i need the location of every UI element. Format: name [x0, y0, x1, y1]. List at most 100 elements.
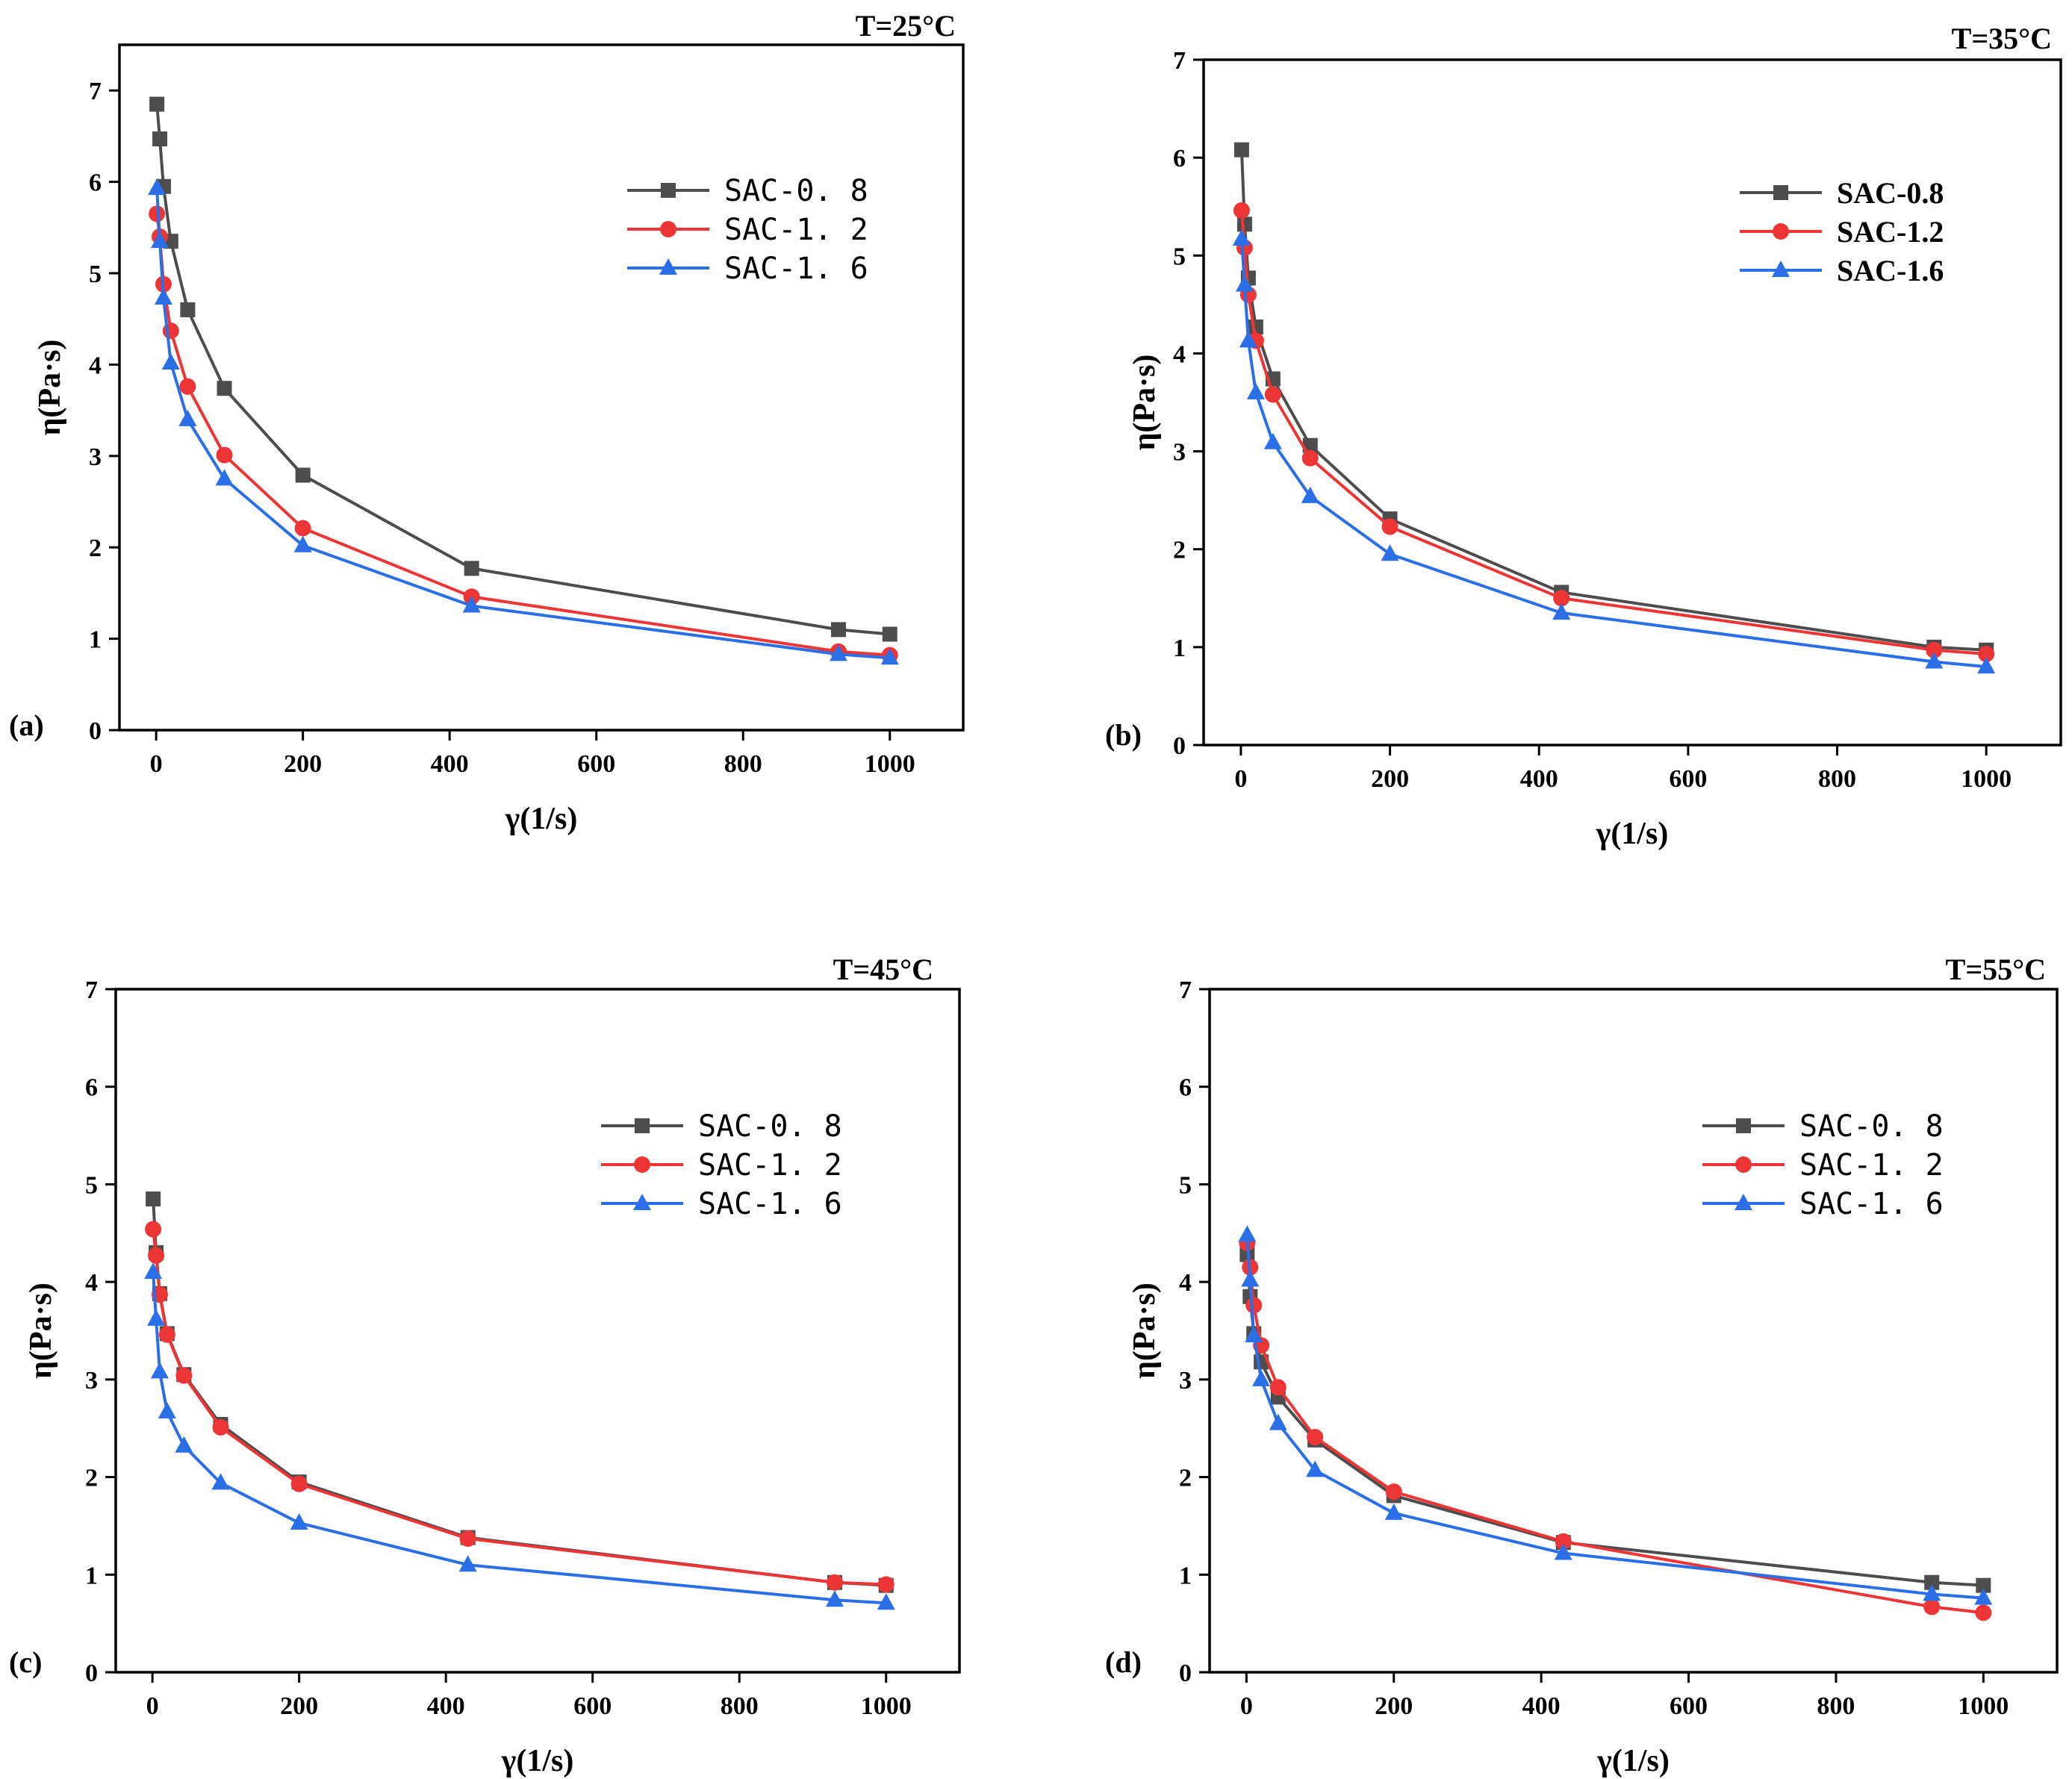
legend-label-SAC-1.2: SAC-1. 2 — [724, 213, 868, 247]
y-tick-label: 4 — [89, 352, 102, 379]
data-point-SAC-1.2 — [1245, 1297, 1263, 1314]
data-point-SAC-1.6 — [1977, 657, 1996, 674]
y-tick-label: 5 — [1173, 243, 1186, 270]
data-point-SAC-1.2 — [877, 1576, 895, 1593]
x-tick-label: 1000 — [1961, 765, 2012, 793]
x-tick-label: 0 — [1240, 1692, 1253, 1720]
y-tick-label: 6 — [1173, 145, 1186, 172]
legend-marker-SAC-1.6 — [1735, 1194, 1752, 1210]
data-point-SAC-1.6 — [1263, 432, 1282, 449]
series-line-SAC-0.8 — [152, 1198, 886, 1587]
data-point-SAC-1.6 — [1974, 1588, 1993, 1605]
y-tick-label: 0 — [1173, 732, 1186, 760]
y-tick-label: 7 — [1179, 976, 1192, 1004]
data-point-SAC-1.6 — [1246, 382, 1265, 399]
data-point-SAC-1.6 — [148, 178, 167, 196]
y-tick-label: 1 — [1173, 635, 1186, 662]
y-tick-label: 5 — [89, 261, 102, 288]
y-tick-label: 0 — [85, 1660, 98, 1687]
data-point-SAC-0.8 — [1233, 142, 1249, 158]
legend-marker-SAC-1.6 — [633, 1194, 651, 1210]
data-point-SAC-0.8 — [180, 302, 196, 317]
series-line-SAC-0.8 — [155, 104, 890, 636]
y-axis-title: η(Pa·s) — [33, 340, 67, 436]
data-point-SAC-0.8 — [149, 96, 165, 112]
series-line-SAC-1.6 — [1239, 238, 1987, 669]
temperature-label: T=35°C — [1952, 22, 2052, 55]
y-tick-label: 5 — [85, 1171, 98, 1199]
series-line-SAC-1.2 — [152, 1229, 886, 1586]
data-point-SAC-1.6 — [1245, 1326, 1263, 1343]
x-tick-label: 600 — [577, 750, 615, 778]
data-point-SAC-0.8 — [1976, 1577, 1991, 1593]
data-point-SAC-1.2 — [1975, 1604, 1992, 1621]
y-tick-label: 7 — [89, 78, 102, 105]
series-line-SAC-1.2 — [1245, 1242, 1984, 1615]
legend-label-SAC-0.8: SAC-0. 8 — [698, 1109, 842, 1144]
y-tick-label: 7 — [1173, 47, 1186, 75]
data-point-SAC-1.6 — [880, 648, 899, 665]
data-point-SAC-0.8 — [146, 1191, 161, 1207]
data-point-SAC-1.2 — [1926, 641, 1943, 658]
data-point-SAC-1.6 — [877, 1593, 895, 1610]
x-tick-label: 200 — [1375, 1692, 1413, 1720]
panel-letter: (a) — [9, 708, 44, 742]
data-point-SAC-1.6 — [1232, 228, 1251, 246]
data-point-SAC-1.6 — [154, 288, 172, 305]
data-point-SAC-0.8 — [217, 381, 232, 396]
data-point-SAC-1.6 — [462, 596, 481, 613]
data-point-SAC-1.6 — [1381, 544, 1399, 561]
plot-frame — [1208, 988, 2059, 1674]
data-point-SAC-1.6 — [161, 352, 180, 370]
y-tick-label: 5 — [1179, 1171, 1192, 1199]
x-tick-label: 600 — [573, 1692, 612, 1720]
data-point-SAC-1.6 — [1235, 275, 1254, 292]
y-axis-title: η(Pa·s) — [1127, 1283, 1162, 1379]
legend-marker-SAC-1.2 — [1773, 223, 1789, 240]
x-tick-label: 0 — [150, 750, 163, 778]
x-tick-label: 1000 — [1958, 1692, 2009, 1720]
x-axis-title: γ(1/s) — [501, 1744, 574, 1778]
data-point-SAC-0.8 — [1236, 216, 1252, 232]
data-point-SAC-1.6 — [1238, 1225, 1257, 1242]
legend: SAC-0. 8 SAC-1. 2 SAC-1. 6 — [601, 1109, 842, 1221]
data-point-SAC-1.2 — [212, 1418, 229, 1436]
y-tick-label: 1 — [85, 1562, 98, 1589]
data-point-SAC-1.2 — [1307, 1428, 1324, 1445]
data-point-SAC-1.6 — [151, 231, 169, 249]
data-point-SAC-1.6 — [150, 1362, 169, 1379]
x-tick-label: 400 — [1520, 765, 1558, 793]
y-tick-label: 6 — [89, 169, 102, 197]
data-point-SAC-1.2 — [1553, 590, 1570, 607]
y-tick-label: 2 — [1173, 537, 1186, 564]
x-tick-label: 200 — [1371, 765, 1409, 793]
legend-marker-SAC-0.8 — [1773, 185, 1788, 200]
x-tick-label: 0 — [1234, 765, 1247, 793]
data-point-SAC-1.6 — [1554, 1543, 1572, 1560]
y-tick-label: 2 — [1179, 1465, 1192, 1492]
y-tick-label: 4 — [1179, 1269, 1192, 1297]
data-point-SAC-1.2 — [290, 1475, 308, 1492]
y-tick-label: 4 — [85, 1269, 98, 1297]
data-point-SAC-1.2 — [175, 1367, 193, 1384]
temperature-label: T=55°C — [1946, 953, 2046, 986]
legend-label-SAC-0.8: SAC-0. 8 — [724, 174, 868, 208]
panel-letter: (d) — [1105, 1645, 1142, 1679]
x-tick-label: 400 — [431, 750, 469, 778]
x-tick-label: 200 — [280, 1692, 318, 1720]
legend-label-SAC-0.8: SAC-0. 8 — [1799, 1109, 1944, 1144]
data-point-SAC-1.6 — [290, 1513, 308, 1530]
data-point-SAC-0.8 — [882, 626, 897, 642]
legend-label-SAC-1.2: SAC-1.2 — [1837, 215, 1944, 249]
series-line-SAC-1.6 — [152, 1271, 886, 1605]
panel-letter: (b) — [1105, 718, 1142, 752]
legend-label-SAC-1.6: SAC-1. 6 — [724, 252, 868, 286]
data-point-SAC-1.6 — [211, 1473, 230, 1490]
data-point-SAC-1.2 — [1269, 1379, 1287, 1396]
chart-panel-c: 0 1 2 3 4 5 6 7 0 200 400 600 800 1000 γ(1/s) η(Pa·s) T=… — [9, 953, 961, 1778]
y-tick-label: 2 — [85, 1465, 98, 1492]
x-tick-label: 800 — [724, 750, 762, 778]
data-point-SAC-1.6 — [1306, 1460, 1325, 1477]
y-tick-label: 2 — [89, 535, 102, 562]
y-tick-label: 0 — [1179, 1660, 1192, 1687]
